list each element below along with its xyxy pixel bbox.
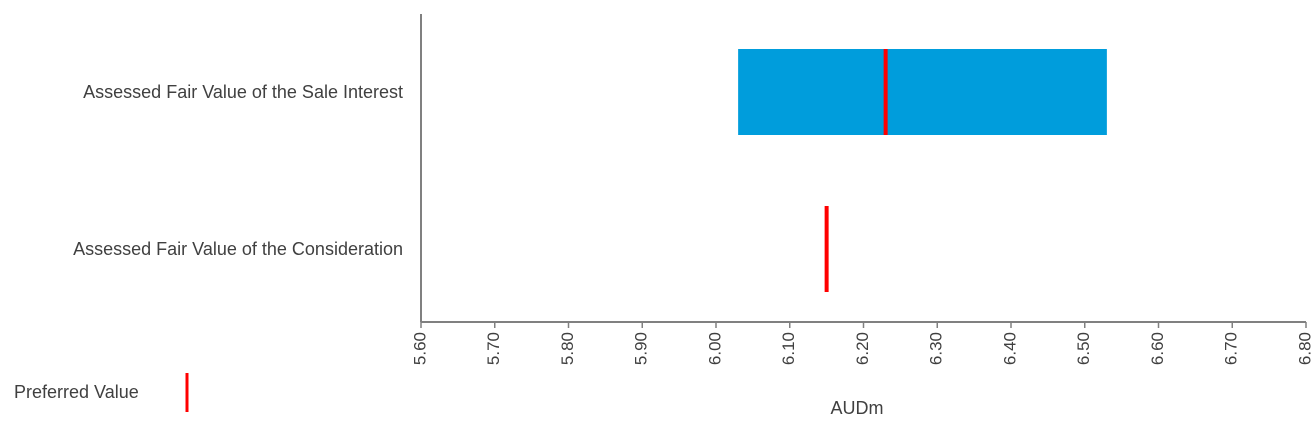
x-tick-label: 6.40 xyxy=(1000,332,1019,365)
x-tick-label: 5.60 xyxy=(410,332,429,365)
legend-label-preferred-value: Preferred Value xyxy=(14,382,139,402)
x-tick-label: 6.60 xyxy=(1148,332,1167,365)
preferred-value-markers xyxy=(824,49,888,292)
category-labels: Assessed Fair Value of the Sale Interest… xyxy=(73,82,403,259)
category-label: Assessed Fair Value of the Sale Interest xyxy=(83,82,403,102)
x-axis-title: AUDm xyxy=(831,398,884,418)
x-tick-label: 6.10 xyxy=(779,332,798,365)
x-tick-label: 5.80 xyxy=(558,332,577,365)
x-tick-label: 6.80 xyxy=(1295,332,1314,365)
x-tick-label: 6.30 xyxy=(927,332,946,365)
category-label: Assessed Fair Value of the Consideration xyxy=(73,239,403,259)
x-tick-label: 6.50 xyxy=(1074,332,1093,365)
x-axis-ticks: 5.60 5.70 5.80 5.90 6.00 6.10 6.20 6.30 6.40 6.50… xyxy=(410,322,1314,365)
legend: Preferred Value xyxy=(14,373,189,412)
range-bars xyxy=(738,49,1107,135)
x-tick-label: 6.70 xyxy=(1222,332,1241,365)
x-tick-label: 6.20 xyxy=(853,332,872,365)
x-tick-label: 6.00 xyxy=(705,332,724,365)
x-tick-label: 5.90 xyxy=(632,332,651,365)
x-tick-label: 5.70 xyxy=(484,332,503,365)
range-bar-0 xyxy=(738,49,1107,135)
